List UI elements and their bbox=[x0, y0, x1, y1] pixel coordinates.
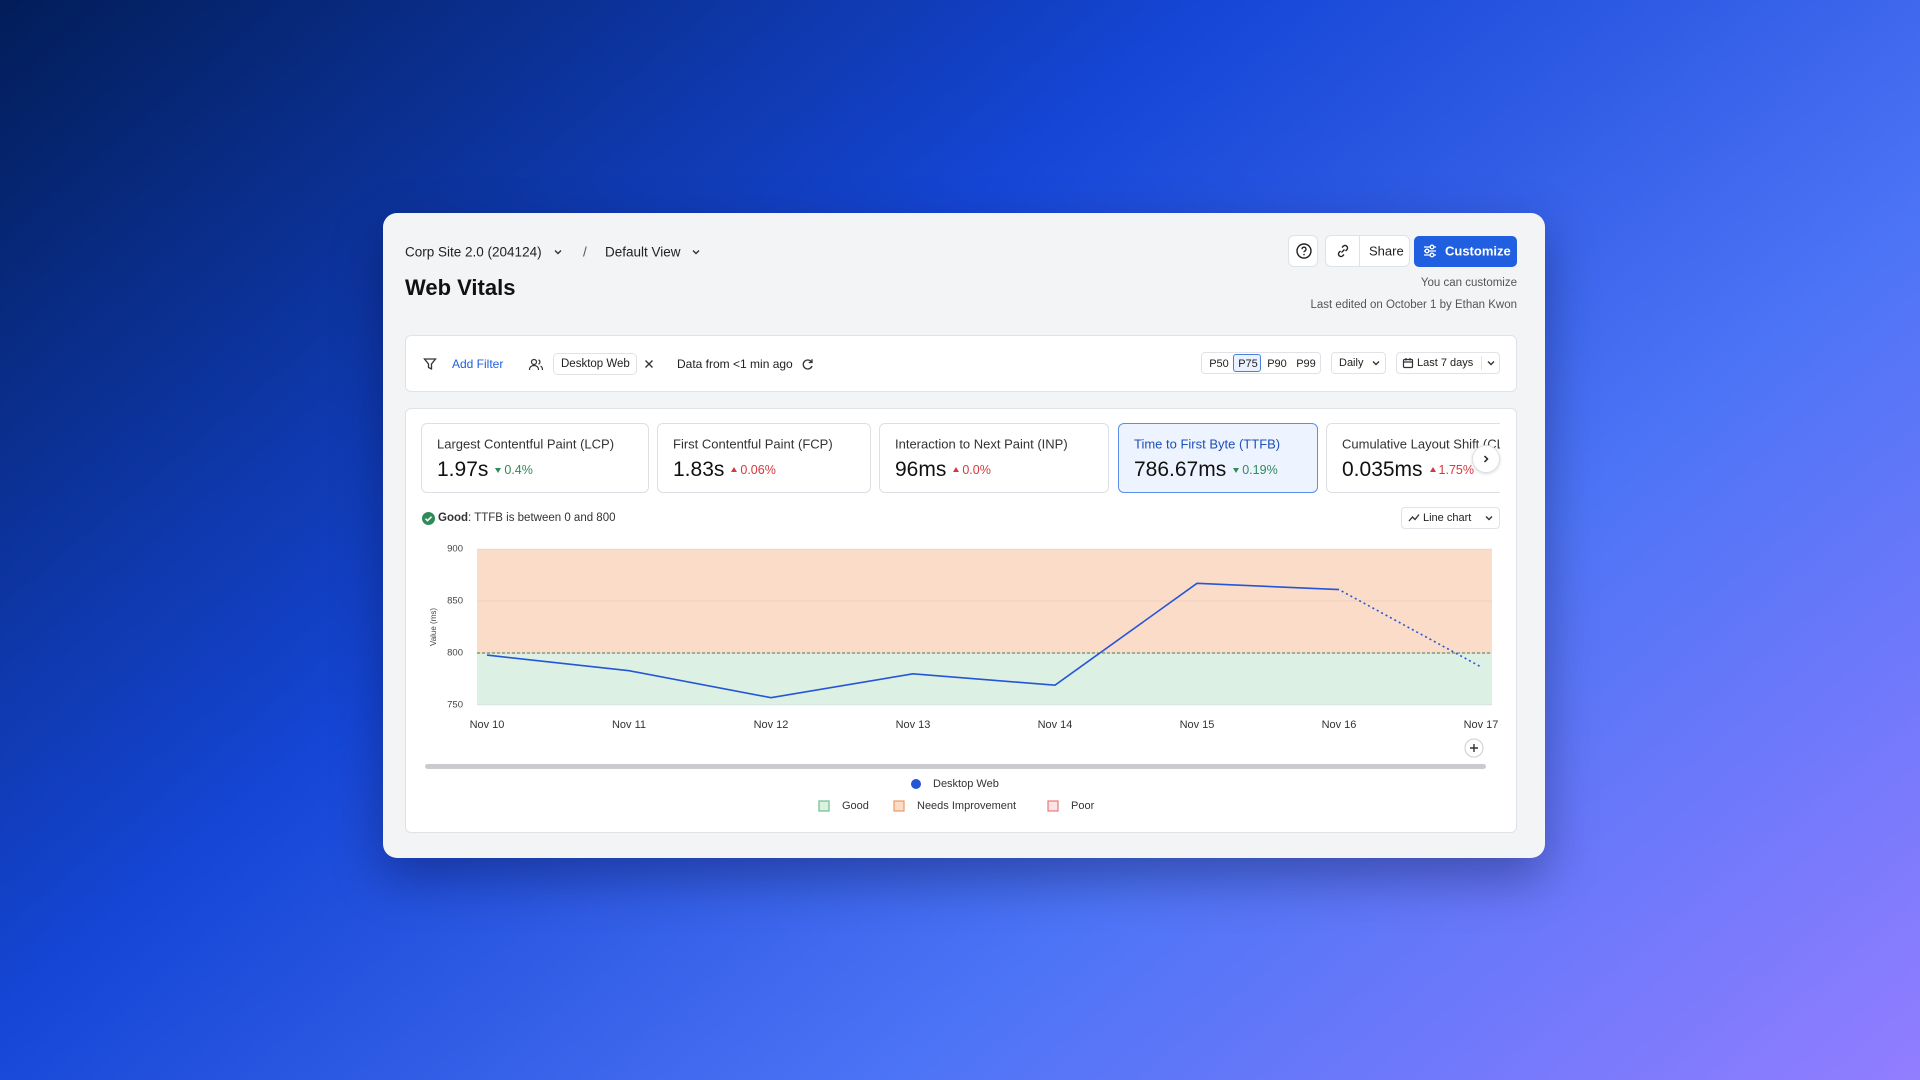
status-label: Good bbox=[438, 512, 469, 524]
metric-card[interactable]: Cumulative Layout Shift (CLS) 0.035ms 1.75… bbox=[1326, 423, 1500, 493]
metric-change: 1.75% bbox=[1438, 463, 1474, 477]
divider bbox=[1481, 356, 1482, 370]
percentile-label: P90 bbox=[1267, 358, 1287, 370]
percentile-option[interactable]: P90 bbox=[1262, 354, 1290, 372]
percentile-option[interactable]: P75 bbox=[1233, 354, 1261, 372]
metric-label: Cumulative Layout Shift (CLS) bbox=[1342, 436, 1500, 452]
divider bbox=[1359, 236, 1360, 266]
dashboard-panel: Corp Site 2.0 (204124) / Default View Web V… bbox=[383, 213, 1545, 858]
permission-note: You can customize bbox=[1420, 277, 1517, 289]
range-label: Last 7 days bbox=[1417, 357, 1474, 369]
percentile-group: P50 P75 P90 P99 bbox=[1201, 352, 1321, 374]
metric-value: 1.97s bbox=[437, 458, 489, 481]
trend-icon bbox=[731, 467, 738, 472]
metric-change: 0.19% bbox=[1242, 463, 1278, 477]
good-check-icon bbox=[421, 511, 435, 525]
chevron-right-icon bbox=[1483, 455, 1489, 463]
percentile-label: P75 bbox=[1238, 358, 1258, 370]
metric-value: 1.83s bbox=[673, 458, 725, 481]
percentile-option[interactable]: P50 bbox=[1204, 354, 1232, 372]
metric-card[interactable]: First Contentful Paint (FCP) 1.83s 0.06% bbox=[657, 423, 871, 493]
share-group[interactable]: Share bbox=[1325, 235, 1410, 267]
metric-value: 96ms bbox=[895, 458, 947, 481]
segment-chip[interactable]: Desktop Web bbox=[553, 353, 637, 375]
share-button[interactable]: Share bbox=[1369, 243, 1404, 259]
trend-icon bbox=[1429, 467, 1436, 472]
metric-value: 0.035ms bbox=[1342, 458, 1423, 481]
chart-type-label: Line chart bbox=[1423, 512, 1472, 524]
granularity-dropdown[interactable]: Daily bbox=[1331, 352, 1386, 374]
view-selector[interactable]: Default View bbox=[605, 244, 681, 260]
chevron-icon bbox=[1487, 361, 1495, 366]
trend-icon bbox=[1233, 468, 1240, 473]
chevron-icon bbox=[1485, 516, 1493, 521]
trend-icon bbox=[953, 467, 960, 472]
customize-button[interactable]: Customize bbox=[1414, 236, 1517, 267]
percentile-option[interactable]: P99 bbox=[1291, 354, 1319, 372]
metric-label: Largest Contentful Paint (LCP) bbox=[437, 436, 615, 452]
add-filter[interactable]: Add Filter bbox=[452, 357, 504, 371]
metric-value: 786.67ms bbox=[1134, 458, 1227, 481]
metric-change: 0.4% bbox=[504, 463, 533, 477]
refresh-icon bbox=[802, 358, 813, 370]
chevron-icon bbox=[692, 250, 700, 255]
metric-card[interactable]: Largest Contentful Paint (LCP) 1.97s 0.4% bbox=[421, 423, 649, 493]
chart-type-dropdown[interactable]: Line chart bbox=[1401, 507, 1500, 529]
page-title: Web Vitals bbox=[405, 275, 516, 300]
percentile-label: P99 bbox=[1296, 358, 1316, 370]
line-chart-icon bbox=[1408, 514, 1420, 522]
next-metrics-button[interactable] bbox=[1472, 445, 1500, 473]
project-selector[interactable]: Corp Site 2.0 (204124) bbox=[405, 244, 542, 260]
calendar-icon bbox=[1402, 358, 1414, 369]
status-text: Good: TTFB is between 0 and 800 bbox=[438, 512, 616, 524]
chevron-icon bbox=[1372, 361, 1380, 366]
percentile-label: P50 bbox=[1209, 358, 1229, 370]
help-icon bbox=[1296, 243, 1312, 259]
range-dropdown[interactable]: Last 7 days bbox=[1396, 352, 1500, 374]
sliders-icon bbox=[1424, 244, 1436, 258]
metric-change: 0.0% bbox=[962, 463, 991, 477]
segment-icon bbox=[528, 358, 544, 371]
granularity-label: Daily bbox=[1339, 357, 1364, 369]
remove-icon bbox=[645, 360, 653, 368]
help-button[interactable] bbox=[1288, 235, 1318, 267]
metric-label: First Contentful Paint (FCP) bbox=[673, 436, 833, 452]
status-description: : TTFB is between 0 and 800 bbox=[468, 512, 616, 524]
breadcrumb-separator: / bbox=[583, 244, 587, 260]
segment-label: Desktop Web bbox=[561, 358, 630, 370]
metric-row: Largest Contentful Paint (LCP) 1.97s 0.4% F… bbox=[383, 422, 1500, 495]
chevron-icon bbox=[554, 250, 562, 255]
metric-card[interactable]: Time to First Byte (TTFB) 786.67ms 0.19% bbox=[1118, 423, 1318, 493]
last-edited: Last edited on October 1 by Ethan Kwon bbox=[1310, 299, 1518, 311]
filter-icon bbox=[423, 358, 437, 371]
metric-label: Interaction to Next Paint (INP) bbox=[895, 436, 1068, 452]
link-icon bbox=[1337, 244, 1349, 258]
customize-label: Customize bbox=[1445, 243, 1511, 259]
data-freshness: Data from <1 min ago bbox=[677, 357, 793, 371]
metric-label: Time to First Byte (TTFB) bbox=[1134, 436, 1281, 452]
metric-change: 0.06% bbox=[740, 463, 776, 477]
trend-icon bbox=[495, 468, 502, 473]
metric-card[interactable]: Interaction to Next Paint (INP) 96ms 0.0% bbox=[879, 423, 1109, 493]
